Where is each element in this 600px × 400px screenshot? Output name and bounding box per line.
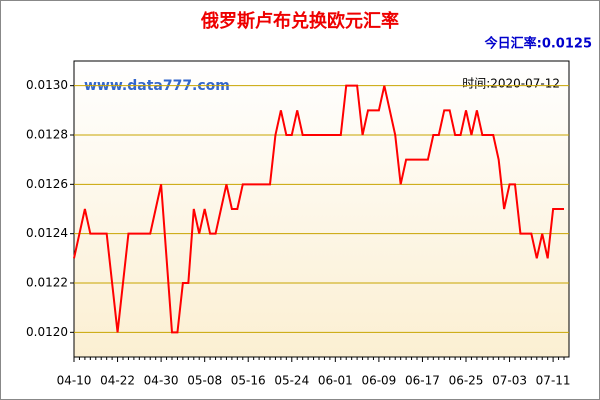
x-tick-label: 06-25	[449, 374, 484, 388]
x-tick-label: 06-17	[405, 374, 440, 388]
x-tick-label: 05-24	[274, 374, 309, 388]
y-tick-label: 0.0126	[26, 177, 68, 191]
x-tick-label: 04-10	[57, 374, 92, 388]
y-tick-label: 0.0130	[26, 78, 68, 92]
current-rate: 今日汇率:0.0125	[484, 36, 592, 52]
x-tick-label: 07-11	[536, 374, 571, 388]
chart-title: 俄罗斯卢布兑换欧元汇率	[200, 10, 399, 32]
x-tick-label: 07-03	[492, 374, 527, 388]
y-tick-label: 0.0128	[26, 128, 68, 142]
y-tick-label: 0.0122	[26, 276, 68, 290]
x-tick-label: 05-16	[231, 374, 266, 388]
y-tick-label: 0.0124	[26, 226, 68, 240]
timestamp: 时间:2020-07-12	[462, 77, 560, 91]
plot-area	[73, 60, 570, 358]
x-tick-label: 04-22	[100, 374, 135, 388]
x-tick-label: 06-09	[361, 374, 396, 388]
x-tick-label: 04-30	[144, 374, 179, 388]
line	[73, 84, 564, 334]
x-tick-label: 06-01	[318, 374, 353, 388]
y-tick-label: 0.0120	[26, 325, 68, 339]
x-tick-label: 05-08	[187, 374, 222, 388]
